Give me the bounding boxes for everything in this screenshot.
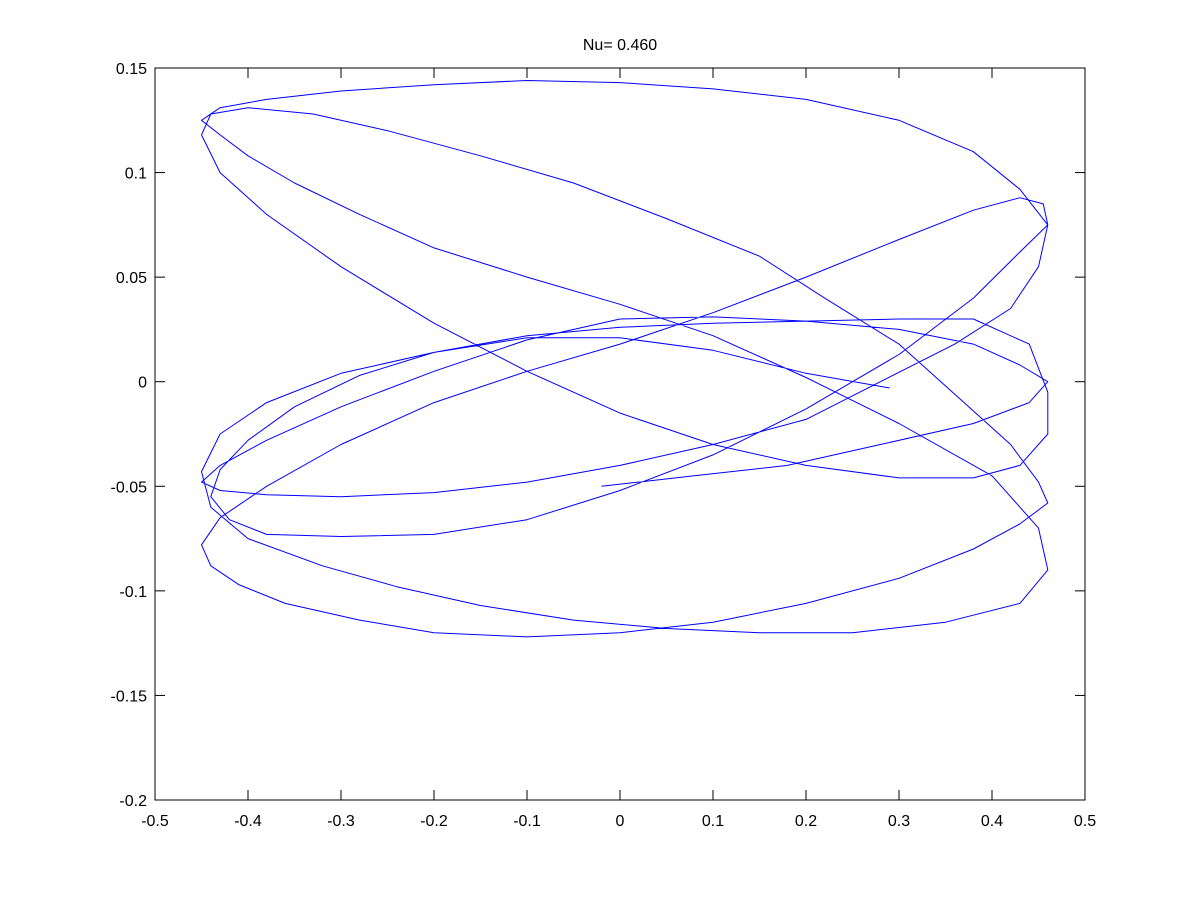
y-tick-label: -0.15 (111, 688, 148, 705)
plot-area (155, 68, 1085, 800)
x-tick-label: 0.5 (1074, 813, 1096, 830)
x-tick-label: 0.2 (795, 813, 817, 830)
y-tick-label: -0.1 (119, 584, 147, 601)
x-tick-label: -0.3 (327, 813, 355, 830)
y-tick-label: 0 (138, 375, 147, 392)
y-tick-label: -0.2 (119, 793, 147, 810)
x-tick-label: 0 (616, 813, 625, 830)
x-tick-label: -0.5 (141, 813, 169, 830)
series-layer (201, 80, 1049, 638)
x-tick-label: 0.3 (888, 813, 910, 830)
x-tick-label: -0.4 (234, 813, 262, 830)
x-tick-label: -0.1 (513, 813, 541, 830)
ticks-layer: -0.5 -0.4 -0.3 -0.2 -0.1 0 0.1 0.2 0.3 0.4 0.5 -0.2… (111, 61, 1097, 830)
chart-title: Nu= 0.460 (583, 37, 657, 54)
x-tick-label: 0.1 (702, 813, 724, 830)
x-tick-label: -0.2 (420, 813, 448, 830)
y-tick-label: 0.15 (116, 61, 147, 78)
y-tick-label: -0.05 (111, 479, 148, 496)
series-line-0 (201, 80, 1049, 638)
x-tick-label: 0.4 (981, 813, 1003, 830)
y-tick-label: 0.05 (116, 270, 147, 287)
y-tick-label: 0.1 (125, 166, 147, 183)
